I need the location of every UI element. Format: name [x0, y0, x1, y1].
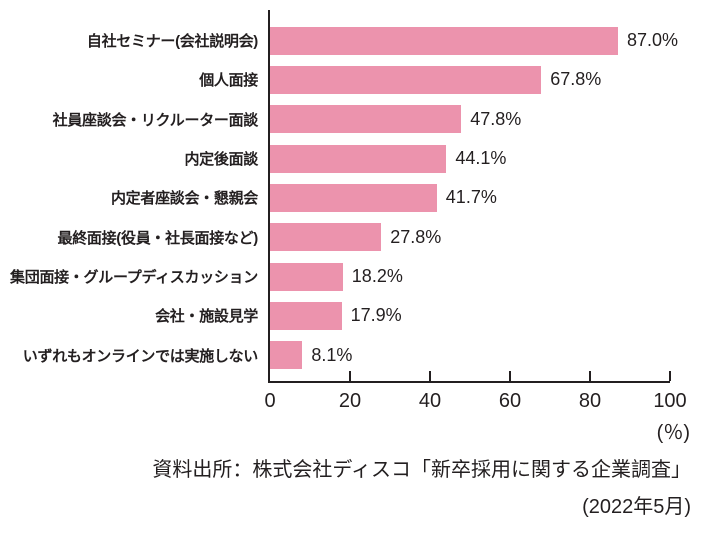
category-label: 内定後面談	[184, 151, 258, 169]
bar-track: 87.0%	[270, 26, 678, 55]
category-label: いずれもオンラインでは実施しない	[22, 347, 259, 365]
value-label: 41.7%	[445, 187, 497, 208]
x-axis-tick-labels: 0 20 40 60 80 100	[264, 390, 686, 414]
category-label: 内定者座談会・懇親会	[110, 190, 258, 208]
value-label: 67.8%	[550, 69, 602, 90]
bar	[270, 341, 303, 370]
source-line-2: (2022年5月)	[582, 496, 691, 518]
bar-track: 8.1%	[270, 341, 670, 370]
category-label: 個人面接	[199, 72, 258, 90]
bar	[270, 26, 618, 55]
axis-tick-label: 20	[338, 390, 362, 412]
bar-rows: 自社セミナー(会社説明会) 87.0% 個人面接 67.8% 社員座談会・リクルーター面…	[0, 21, 704, 375]
bar	[270, 183, 437, 212]
category-label: 自社セミナー(会社説明会)	[86, 33, 258, 51]
bar-row: 個人面接 67.8%	[0, 60, 704, 99]
x-axis-ticks	[270, 371, 671, 381]
value-label: 8.1%	[311, 344, 353, 365]
bar	[270, 144, 447, 173]
axis-tick	[509, 371, 511, 381]
axis-tick-label: 40	[418, 390, 442, 412]
bar-row: 会社・施設見学 17.9%	[0, 296, 704, 335]
x-axis-unit-label: (％)	[656, 422, 690, 444]
value-label: 18.2%	[351, 266, 403, 287]
axis-tick	[589, 371, 591, 381]
bar	[270, 223, 382, 252]
value-label: 47.8%	[470, 108, 522, 129]
value-label: 44.1%	[455, 148, 507, 169]
bar-track: 47.8%	[270, 105, 670, 134]
bar-track: 41.7%	[270, 183, 670, 212]
bar-track: 27.8%	[270, 223, 670, 252]
bar-track: 44.1%	[270, 144, 670, 173]
bar	[270, 65, 542, 94]
axis-tick-label: 80	[578, 390, 602, 412]
bar-row: 内定後面談 44.1%	[0, 139, 704, 178]
axis-tick-label: 100	[653, 390, 687, 412]
source-line-1: 資料出所：株式会社ディスコ「新卒採用に関する企業調査」	[152, 459, 691, 481]
bar	[270, 301, 342, 330]
axis-tick	[669, 371, 671, 381]
axis-frame	[268, 10, 670, 383]
category-label: 集団面接・グループディスカッション	[10, 269, 258, 287]
bar-row: 内定者座談会・懇親会 41.7%	[0, 178, 704, 217]
bar-track: 17.9%	[270, 301, 670, 330]
category-label: 最終面接(役員・社長面接など)	[57, 229, 259, 247]
axis-tick-label: 0	[264, 390, 276, 412]
bar-row: 自社セミナー(会社説明会) 87.0%	[0, 21, 704, 60]
value-label: 87.0%	[627, 30, 679, 51]
value-label: 17.9%	[350, 305, 402, 326]
bar-row: 最終面接(役員・社長面接など) 27.8%	[0, 218, 704, 257]
source-attribution: 資料出所：株式会社ディスコ「新卒採用に関する企業調査」 (2022年5月)	[152, 452, 691, 526]
category-label: 会社・施設見学	[155, 308, 258, 326]
value-label: 27.8%	[390, 226, 442, 247]
bar-row: 集団面接・グループディスカッション 18.2%	[0, 257, 704, 296]
axis-tick	[429, 371, 431, 381]
bar-row: いずれもオンラインでは実施しない 8.1%	[0, 336, 704, 375]
bar-track: 67.8%	[270, 65, 670, 94]
axis-tick-label: 60	[498, 390, 522, 412]
category-label: 社員座談会・リクルーター面談	[52, 111, 259, 129]
bar	[270, 105, 462, 134]
bar-track: 18.2%	[270, 262, 670, 291]
axis-tick	[349, 371, 351, 381]
bar	[270, 262, 343, 291]
bar-row: 社員座談会・リクルーター面談 47.8%	[0, 100, 704, 139]
